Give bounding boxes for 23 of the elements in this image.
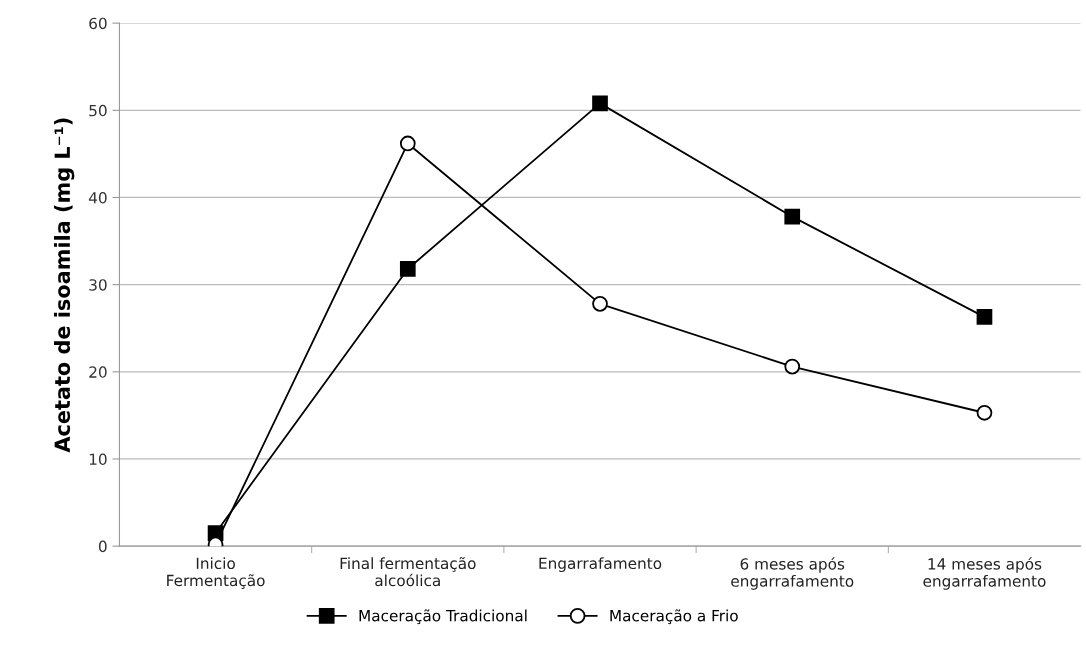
point: [399, 135, 416, 152]
point: [976, 309, 993, 325]
x-tick-label: Final fermentação alcoólica: [340, 557, 476, 587]
y-tick-label: 40: [88, 191, 107, 204]
y-axis-title: Acetato de isoamila (mg L⁻¹): [54, 118, 75, 453]
point: [592, 95, 608, 112]
point: [784, 358, 801, 375]
x-tick-label: 14 meses após engarrafamento: [923, 557, 1046, 590]
y-tick-label: 60: [89, 17, 107, 30]
legend-label: Maceração Tradicional: [359, 609, 527, 625]
y-tick-label: 0: [98, 540, 107, 553]
y-tick-label: 50: [89, 104, 107, 117]
y-tick-label: 30: [89, 279, 107, 291]
point: [976, 404, 993, 421]
x-tick-label: Inicio Fermentação: [167, 557, 265, 589]
point: [592, 295, 608, 312]
y-tick-label: 10: [89, 453, 107, 466]
y-tick-label: 20: [89, 366, 107, 378]
legend-label: Maceração a Frio: [610, 609, 738, 625]
x-tick-label: Engarrafamento: [539, 557, 662, 573]
x-tick-label: 6 meses após engarrafamento: [731, 557, 854, 590]
point: [784, 208, 801, 225]
point: [399, 261, 416, 277]
